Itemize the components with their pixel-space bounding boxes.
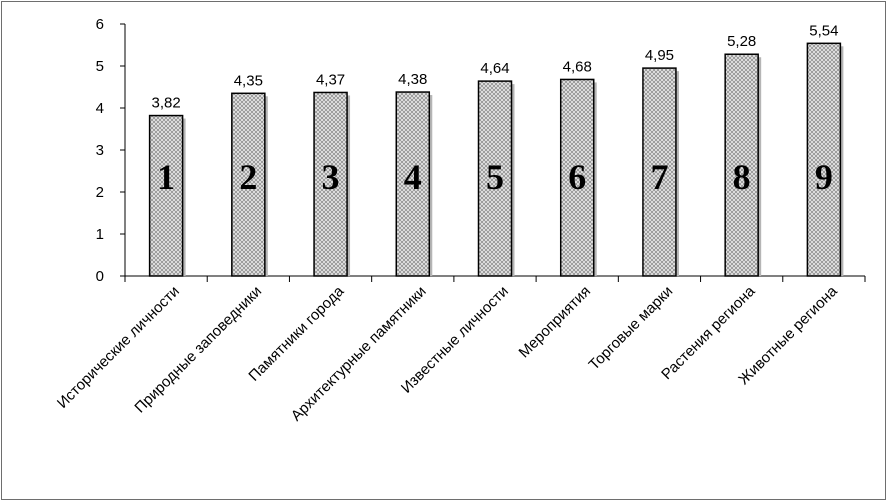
x-category-label: Мероприятия bbox=[516, 283, 595, 362]
bar-number: 5 bbox=[486, 157, 504, 197]
bar-number: 2 bbox=[239, 157, 257, 197]
y-tick-label: 4 bbox=[96, 100, 104, 117]
bar-number: 6 bbox=[568, 157, 586, 197]
x-category-label: Торговые марки bbox=[586, 283, 677, 374]
data-label: 5,54 bbox=[809, 22, 838, 39]
y-tick-label: 3 bbox=[96, 142, 104, 159]
bar bbox=[313, 91, 348, 277]
y-tick-label: 2 bbox=[96, 184, 104, 201]
bar-number: 9 bbox=[815, 157, 833, 197]
y-tick-label: 6 bbox=[96, 16, 104, 33]
bar bbox=[642, 67, 677, 277]
x-category-label: Архитектурные памятники bbox=[288, 283, 430, 425]
bar-number: 4 bbox=[404, 157, 422, 197]
bar bbox=[559, 78, 595, 277]
data-label: 4,95 bbox=[645, 47, 674, 64]
data-label: 4,35 bbox=[234, 72, 263, 89]
bar-number: 8 bbox=[733, 157, 751, 197]
data-label: 4,68 bbox=[563, 58, 592, 75]
bar-number: 1 bbox=[157, 157, 175, 197]
y-tick-label: 0 bbox=[96, 268, 104, 285]
bar bbox=[477, 80, 513, 277]
bar bbox=[395, 91, 431, 277]
data-label: 4,64 bbox=[480, 60, 509, 77]
bar-number: 7 bbox=[650, 157, 668, 197]
bar bbox=[148, 114, 184, 277]
bar bbox=[231, 92, 266, 277]
bar-number: 3 bbox=[322, 157, 340, 197]
data-label: 4,37 bbox=[316, 71, 345, 88]
data-label: 5,28 bbox=[727, 33, 756, 50]
bars bbox=[148, 42, 844, 277]
bar bbox=[724, 53, 759, 277]
bar bbox=[806, 42, 842, 277]
data-label: 4,38 bbox=[398, 71, 427, 88]
y-tick-label: 5 bbox=[96, 58, 104, 75]
data-label: 3,82 bbox=[152, 95, 181, 112]
y-tick-label: 1 bbox=[96, 226, 104, 243]
